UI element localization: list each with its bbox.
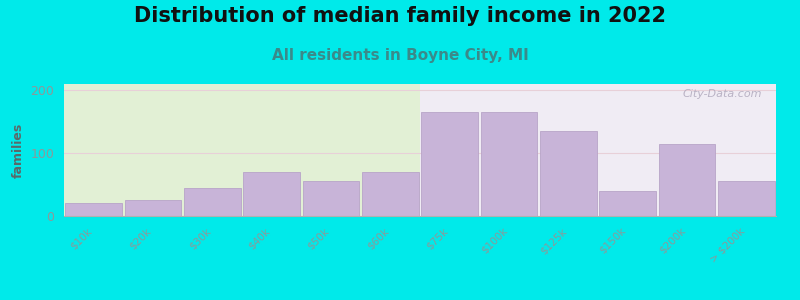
Bar xyxy=(718,182,774,216)
Text: All residents in Boyne City, MI: All residents in Boyne City, MI xyxy=(272,48,528,63)
Bar xyxy=(66,203,122,216)
Y-axis label: families: families xyxy=(12,122,25,178)
Bar xyxy=(362,172,418,216)
Bar xyxy=(420,84,776,216)
Bar xyxy=(184,188,241,216)
Bar xyxy=(540,131,597,216)
Bar xyxy=(481,112,537,216)
Bar xyxy=(303,182,359,216)
Bar xyxy=(243,172,300,216)
Bar xyxy=(422,112,478,216)
Text: City-Data.com: City-Data.com xyxy=(682,89,762,99)
Bar xyxy=(125,200,181,216)
Bar xyxy=(659,144,715,216)
Text: Distribution of median family income in 2022: Distribution of median family income in … xyxy=(134,6,666,26)
Bar xyxy=(599,191,656,216)
